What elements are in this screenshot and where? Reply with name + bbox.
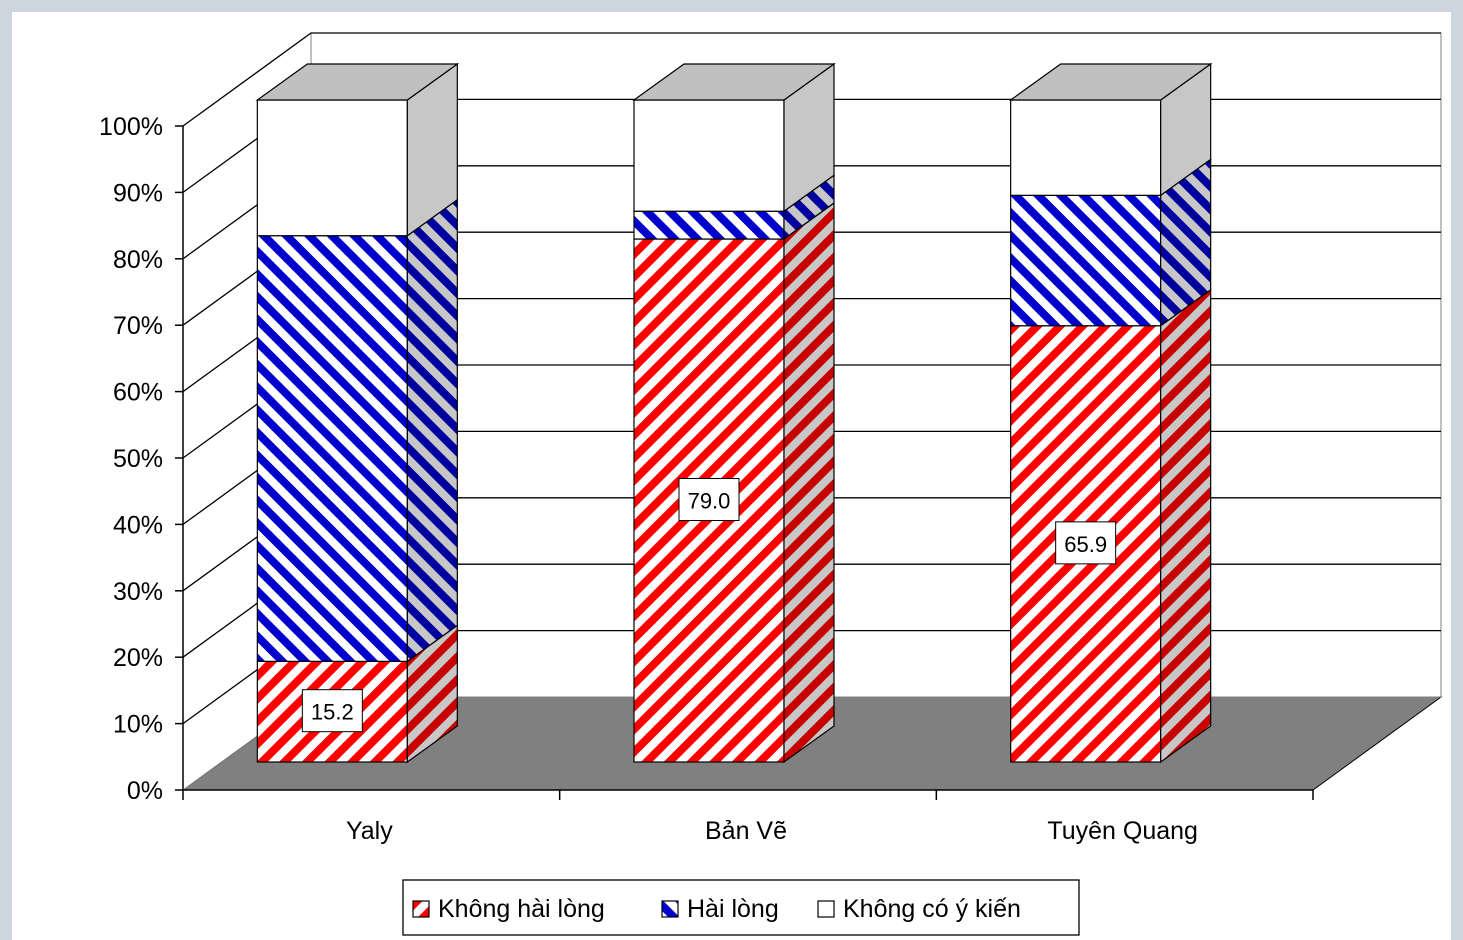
bar-front-face (633, 210, 785, 240)
x-category-label: Yaly (346, 817, 393, 845)
legend-box (402, 879, 1080, 936)
bar-side-shade (1160, 159, 1211, 326)
y-tick-label: 40% (113, 511, 163, 539)
legend-label: Không có ý kiến (843, 895, 1021, 923)
bar-front-face (1010, 99, 1162, 196)
bar-side-shade (1160, 64, 1211, 196)
bar-segment (1010, 158, 1212, 327)
bar-front-face (256, 235, 408, 662)
bar-segment (1008, 62, 1213, 197)
bar-side-shade (407, 64, 458, 236)
bar-side-shade (784, 203, 834, 762)
bar-segment (256, 624, 458, 764)
gridlines (182, 32, 1441, 725)
x-category-label: Bản Vẽ (705, 817, 787, 845)
legend: Không hài lòng Hài lòng Không có ý kiến (402, 879, 1080, 936)
y-tick-label: 30% (113, 578, 163, 606)
bar-stack (255, 62, 460, 764)
legend-label: Hài lòng (687, 895, 779, 923)
y-tick-label: 60% (113, 379, 163, 407)
data-label: 65.9 (1055, 521, 1117, 565)
bar-side-shade (784, 64, 834, 212)
y-tick-label: 80% (113, 246, 163, 274)
y-tick-label: 10% (113, 711, 163, 739)
data-label-text: 15.2 (311, 700, 354, 725)
bar-side-shade (407, 199, 458, 662)
bar-segment (632, 62, 836, 213)
data-label-box (301, 689, 363, 733)
y-tick-label: 90% (113, 179, 163, 207)
data-label-text: 65.9 (1064, 532, 1107, 557)
bar-side-shade (407, 625, 458, 762)
bar-front-face (1010, 194, 1162, 327)
data-label-box (1055, 521, 1117, 565)
bar-segment (255, 62, 460, 237)
bar-front-face (633, 99, 785, 212)
data-label-box (678, 478, 740, 522)
legend-label: Không hài lòng (438, 895, 605, 923)
bar-segment (633, 174, 835, 241)
bar-side-shade (784, 175, 834, 240)
bar-top-face (255, 63, 460, 101)
y-tick-label: 0% (127, 777, 163, 805)
bar-segment (256, 198, 458, 663)
bar-side-shade (1160, 289, 1211, 762)
data-label: 15.2 (301, 689, 363, 733)
bar-stack (1008, 62, 1213, 764)
legend-swatch (661, 900, 679, 918)
bar-top-face (1008, 63, 1213, 101)
y-tick-label: 20% (113, 644, 163, 672)
y-tick-label: 70% (113, 312, 163, 340)
y-tick-label: 100% (99, 113, 163, 141)
data-label: 79.0 (678, 478, 740, 522)
gridline-side (182, 32, 312, 127)
x-category-label: Tuyên Quang (1047, 817, 1198, 845)
bar-front-face (256, 99, 408, 237)
bar-stack (632, 62, 836, 764)
data-label-text: 79.0 (688, 489, 731, 514)
legend-swatch (817, 900, 835, 918)
bar-top-face (632, 63, 836, 101)
y-tick-label: 50% (113, 445, 163, 473)
legend-swatch (412, 900, 430, 918)
